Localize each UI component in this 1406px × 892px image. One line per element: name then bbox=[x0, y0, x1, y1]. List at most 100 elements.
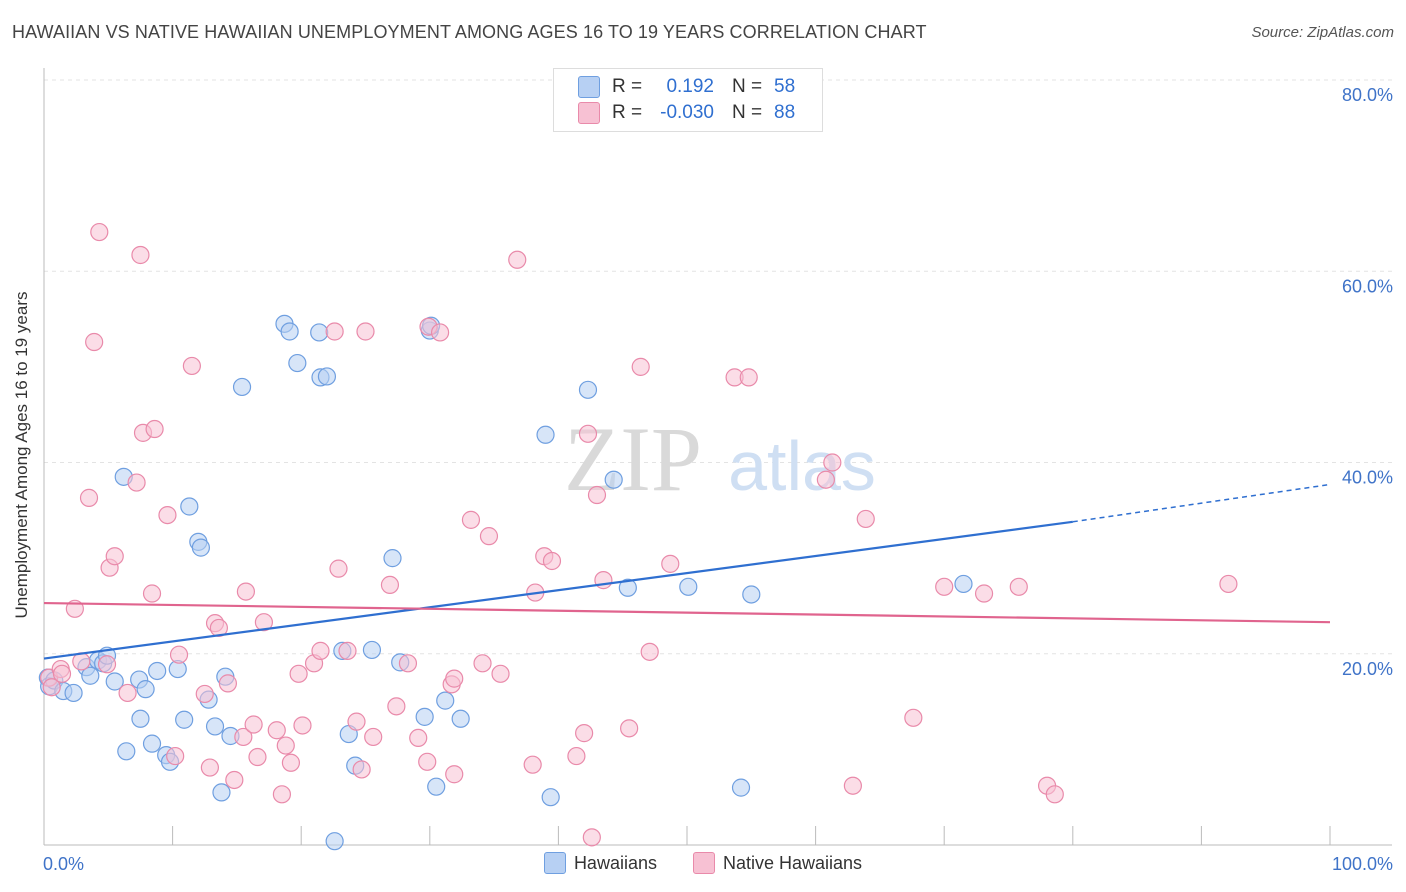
stats-row-native-hawaiians: R = -0.030 N = 88 bbox=[578, 100, 795, 126]
point-native-hawaiians bbox=[79, 488, 99, 507]
point-native-hawaiians bbox=[409, 728, 428, 748]
watermark-atlas: atlas bbox=[728, 427, 876, 505]
point-native-hawaiians bbox=[347, 712, 366, 731]
point-hawaiians bbox=[205, 717, 225, 736]
point-native-hawaiians bbox=[508, 250, 527, 269]
point-native-hawaiians bbox=[542, 551, 562, 571]
point-native-hawaiians bbox=[325, 322, 344, 341]
point-native-hawaiians bbox=[142, 584, 162, 603]
n-label: N = bbox=[732, 102, 763, 123]
point-hawaiians bbox=[81, 666, 100, 685]
point-native-hawaiians bbox=[248, 747, 267, 767]
point-native-hawaiians bbox=[575, 724, 594, 743]
point-native-hawaiians bbox=[567, 746, 586, 766]
point-native-hawaiians bbox=[1009, 577, 1028, 596]
point-native-hawaiians bbox=[640, 642, 659, 661]
point-native-hawaiians bbox=[587, 485, 607, 505]
point-native-hawaiians bbox=[97, 655, 117, 674]
point-hawaiians bbox=[451, 709, 470, 728]
point-native-hawaiians bbox=[127, 473, 146, 492]
point-hawaiians bbox=[191, 538, 210, 557]
point-native-hawaiians bbox=[254, 613, 274, 632]
point-native-hawaiians bbox=[234, 727, 253, 747]
point-native-hawaiians bbox=[236, 582, 256, 601]
point-native-hawaiians bbox=[200, 758, 219, 777]
point-native-hawaiians bbox=[244, 715, 263, 734]
point-native-hawaiians bbox=[42, 678, 61, 697]
legend-item-hawaiians: Hawaiians bbox=[543, 852, 657, 874]
point-native-hawaiians bbox=[473, 654, 492, 673]
point-hawaiians bbox=[117, 742, 136, 761]
point-native-hawaiians bbox=[338, 641, 357, 660]
point-native-hawaiians bbox=[974, 584, 994, 603]
point-hawaiians bbox=[541, 788, 560, 807]
point-hawaiians bbox=[427, 777, 446, 796]
point-native-hawaiians bbox=[90, 222, 109, 242]
point-native-hawaiians bbox=[491, 664, 510, 683]
point-hawaiians bbox=[618, 578, 637, 597]
point-native-hawaiians bbox=[856, 509, 875, 529]
point-native-hawaiians bbox=[158, 505, 177, 525]
point-hawaiians bbox=[317, 367, 337, 386]
point-hawaiians bbox=[310, 323, 329, 342]
point-native-hawaiians bbox=[218, 674, 237, 693]
point-native-hawaiians bbox=[935, 577, 954, 596]
point-native-hawaiians bbox=[364, 727, 383, 747]
point-hawaiians bbox=[136, 680, 155, 699]
y-tick-label: 20.0% bbox=[1342, 659, 1393, 679]
point-native-hawaiians bbox=[661, 554, 680, 573]
point-native-hawaiians bbox=[118, 683, 137, 703]
stats-legend: R = 0.192 N = 58 R = -0.030 N = 88 bbox=[553, 68, 823, 132]
point-native-hawaiians bbox=[182, 356, 201, 376]
legend-label-hawaiians: Hawaiians bbox=[573, 852, 657, 873]
point-native-hawaiians bbox=[169, 645, 189, 664]
pink-swatch bbox=[578, 102, 600, 124]
point-native-hawaiians bbox=[398, 654, 418, 673]
point-hawaiians bbox=[280, 322, 299, 341]
point-native-hawaiians bbox=[225, 770, 244, 790]
point-native-hawaiians bbox=[209, 618, 228, 638]
y-tick-label: 80.0% bbox=[1342, 85, 1393, 105]
point-native-hawaiians bbox=[166, 746, 185, 766]
point-native-hawaiians bbox=[52, 664, 72, 683]
point-hawaiians bbox=[383, 549, 402, 568]
point-native-hawaiians bbox=[823, 453, 842, 472]
point-native-hawaiians bbox=[329, 559, 348, 578]
point-native-hawaiians bbox=[293, 716, 312, 735]
point-native-hawaiians bbox=[276, 736, 295, 755]
point-native-hawaiians bbox=[105, 547, 124, 566]
point-native-hawaiians bbox=[195, 684, 214, 704]
point-hawaiians bbox=[578, 380, 598, 399]
point-hawaiians bbox=[148, 661, 167, 681]
point-hawaiians bbox=[415, 707, 434, 726]
point-native-hawaiians bbox=[281, 753, 301, 772]
point-native-hawaiians bbox=[387, 697, 406, 716]
source-label: Source: ZipAtlas.com bbox=[1251, 24, 1394, 41]
point-native-hawaiians bbox=[267, 721, 286, 740]
point-native-hawaiians bbox=[479, 527, 499, 546]
point-hawaiians bbox=[954, 574, 973, 594]
point-native-hawaiians bbox=[131, 245, 150, 265]
r-value: 0.192 bbox=[666, 76, 714, 97]
point-hawaiians bbox=[105, 672, 124, 691]
y-axis-label: Unemployment Among Ages 16 to 19 years bbox=[12, 291, 31, 619]
point-native-hawaiians bbox=[843, 776, 862, 795]
point-native-hawaiians bbox=[445, 669, 464, 688]
point-hawaiians bbox=[288, 353, 307, 373]
chart-title: HAWAIIAN VS NATIVE HAWAIIAN UNEMPLOYMENT… bbox=[12, 22, 927, 42]
x-tick-label: 0.0% bbox=[43, 854, 84, 874]
point-hawaiians bbox=[742, 585, 761, 604]
point-hawaiians bbox=[362, 640, 382, 660]
legend-swatch-pink bbox=[692, 852, 715, 874]
point-native-hawaiians bbox=[311, 641, 330, 660]
point-native-hawaiians bbox=[523, 755, 542, 774]
n-value: 88 bbox=[774, 102, 796, 123]
point-hawaiians bbox=[325, 832, 344, 851]
point-hawaiians bbox=[232, 377, 252, 397]
point-native-hawaiians bbox=[272, 785, 292, 804]
x-tick-label: 100.0% bbox=[1332, 854, 1393, 874]
r-value: -0.030 bbox=[660, 102, 714, 123]
point-native-hawaiians bbox=[380, 575, 400, 595]
legend-label-native-hawaiians: Native Hawaiians bbox=[722, 852, 863, 873]
